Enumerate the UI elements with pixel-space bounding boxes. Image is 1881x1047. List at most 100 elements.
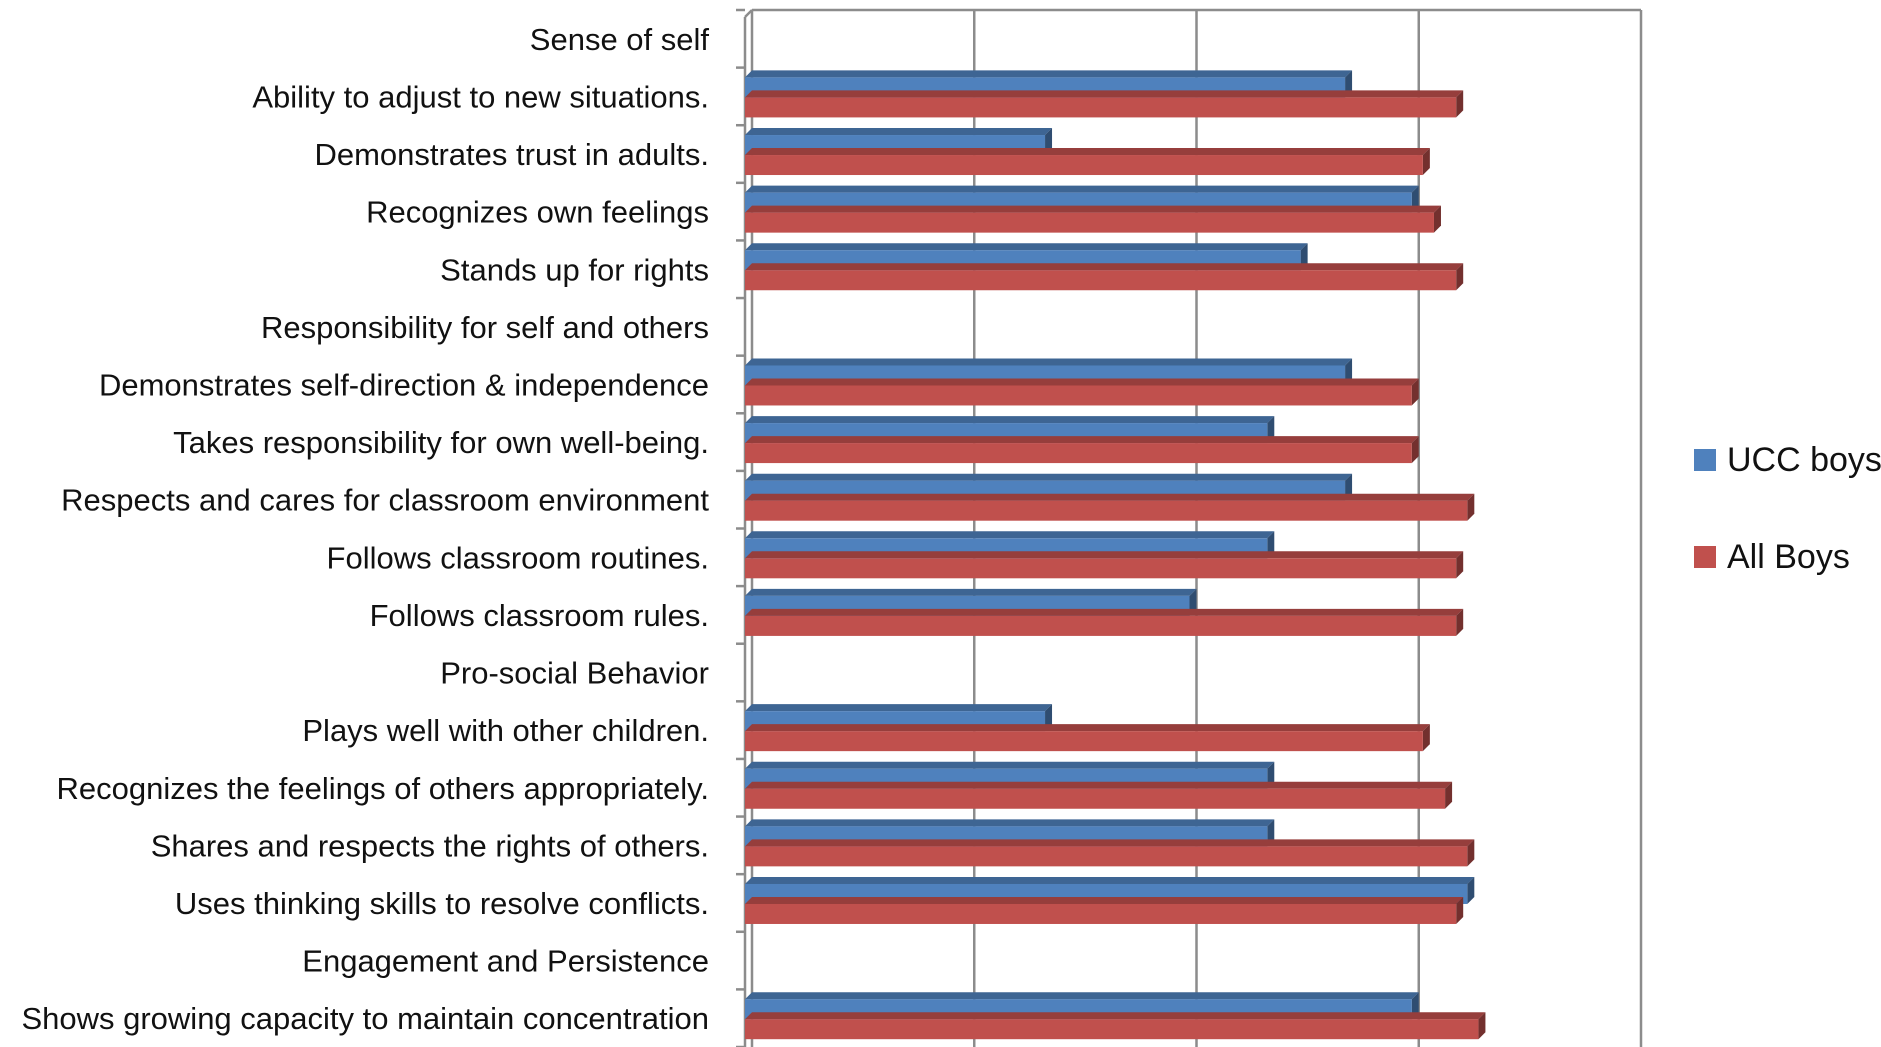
bar-top-face <box>745 531 1275 539</box>
category-label: Engagement and Persistence <box>302 944 709 979</box>
bar-end-face <box>1467 493 1475 521</box>
category-axis <box>736 8 753 1047</box>
bar <box>745 436 1419 464</box>
bar-top-face <box>745 243 1308 251</box>
bar-top-face <box>745 608 1464 616</box>
bar-top-face <box>745 761 1275 769</box>
legend-label: UCC boys <box>1727 441 1881 479</box>
bar-top-face <box>745 876 1475 884</box>
bar-top-face <box>745 185 1419 193</box>
bar-end-face <box>1478 1012 1486 1040</box>
bar-top-face <box>745 436 1419 444</box>
bar <box>745 263 1464 291</box>
bar-end-face <box>1433 205 1441 233</box>
bar-front-face <box>745 385 1412 406</box>
legend-label: All Boys <box>1727 538 1850 576</box>
bar-top-face <box>745 781 1453 789</box>
bar-top-face <box>745 205 1441 213</box>
bar-front-face <box>745 903 1457 924</box>
bar-top-face <box>745 416 1275 424</box>
bar <box>745 493 1475 521</box>
bar-top-face <box>745 704 1053 712</box>
bar-front-face <box>745 443 1412 464</box>
bar <box>745 551 1464 579</box>
bar-front-face <box>745 731 1423 752</box>
category-label: Recognizes the feelings of others approp… <box>56 771 709 806</box>
category-label: Uses thinking skills to resolve conflict… <box>175 886 709 921</box>
legend-swatch <box>1694 546 1716 568</box>
category-label: Shows growing capacity to maintain conce… <box>21 1001 709 1036</box>
bar-top-face <box>745 263 1464 271</box>
bar-top-face <box>745 839 1475 847</box>
bar-front-face <box>745 615 1457 636</box>
bar-top-face <box>745 70 1353 78</box>
bar-end-face <box>1456 263 1464 291</box>
series-all-boys <box>745 90 1486 1040</box>
bar <box>745 90 1464 118</box>
category-label: Follows classroom rules. <box>370 598 709 633</box>
bar <box>745 724 1430 752</box>
category-label: Demonstrates self-direction & independen… <box>99 367 709 402</box>
bar-front-face <box>745 270 1457 291</box>
bar <box>745 205 1441 233</box>
bars <box>745 70 1486 1040</box>
category-label: Ability to adjust to new situations. <box>252 79 709 114</box>
legend-swatch <box>1694 449 1716 471</box>
bar-front-face <box>745 500 1468 521</box>
category-label: Plays well with other children. <box>302 713 709 748</box>
bar-front-face <box>745 97 1457 118</box>
bar-end-face <box>1411 378 1419 406</box>
category-labels: Sense of self Ability to adjust to new si… <box>21 22 709 1036</box>
category-label: Stands up for rights <box>440 252 709 287</box>
bar-top-face <box>745 473 1353 481</box>
bar <box>745 896 1464 924</box>
bar-end-face <box>1422 724 1430 752</box>
bar-top-face <box>745 819 1275 827</box>
category-label: Recognizes own feelings <box>366 195 709 230</box>
legend: UCC boys All Boys <box>1694 441 1881 576</box>
bar-top-face <box>745 493 1475 501</box>
bar-end-face <box>1456 90 1464 118</box>
bar <box>745 608 1464 636</box>
bar-top-face <box>745 992 1419 1000</box>
bar-front-face <box>745 788 1446 809</box>
bar <box>745 1012 1486 1040</box>
bar-front-face <box>745 155 1423 176</box>
bar-end-face <box>1456 608 1464 636</box>
bar-end-face <box>1445 781 1453 809</box>
axis-depth-line <box>744 9 753 18</box>
bar <box>745 378 1419 406</box>
bar <box>745 839 1475 867</box>
bar-end-face <box>1422 148 1430 176</box>
legend-item: UCC boys <box>1694 441 1881 479</box>
bar-top-face <box>745 724 1430 732</box>
gridlines <box>750 8 1643 1047</box>
bar-top-face <box>745 896 1464 904</box>
bar-end-face <box>1411 436 1419 464</box>
bar-top-face <box>745 588 1197 596</box>
bar-front-face <box>745 1019 1479 1040</box>
category-label: Responsibility for self and others <box>261 310 709 345</box>
category-label: Shares and respects the rights of others… <box>151 828 709 863</box>
category-label: Demonstrates trust in adults. <box>314 137 709 172</box>
category-label: Takes responsibility for own well-being. <box>173 425 709 460</box>
bar <box>745 781 1453 809</box>
bar <box>745 148 1430 176</box>
bar-end-face <box>1467 839 1475 867</box>
bar-top-face <box>745 90 1464 98</box>
category-label: Sense of self <box>530 22 710 57</box>
category-label: Respects and cares for classroom environ… <box>61 483 709 518</box>
category-label: Follows classroom routines. <box>327 540 709 575</box>
bar-end-face <box>1456 896 1464 924</box>
bar-top-face <box>745 148 1430 156</box>
bar-front-face <box>745 558 1457 579</box>
bar-front-face <box>745 846 1468 867</box>
bar-end-face <box>1467 876 1475 904</box>
bar-front-face <box>745 212 1434 233</box>
bar-end-face <box>1456 551 1464 579</box>
bar-top-face <box>745 551 1464 559</box>
bar-top-face <box>745 378 1419 386</box>
category-label: Pro-social Behavior <box>440 656 709 691</box>
